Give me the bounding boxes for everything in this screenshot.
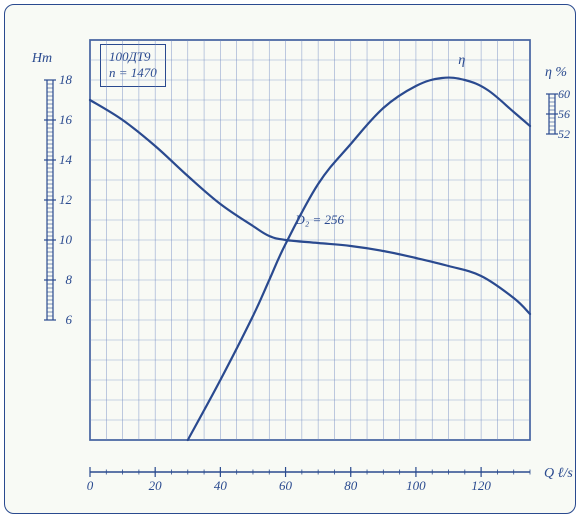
svg-text:14: 14 [59, 152, 73, 167]
svg-text:60: 60 [558, 87, 570, 101]
svg-text:Hm: Hm [31, 51, 52, 66]
svg-text:0: 0 [87, 478, 94, 493]
svg-text:8: 8 [66, 272, 73, 287]
svg-text:60: 60 [279, 478, 293, 493]
svg-text:η: η [458, 53, 465, 68]
svg-text:20: 20 [149, 478, 163, 493]
svg-text:40: 40 [214, 478, 228, 493]
chart-svg: 0 20 40 60 80 100 120 Q ℓ/s 6 8 10 12 14 16 18 Hm 52 56 60… [0, 0, 580, 518]
svg-text:120: 120 [471, 478, 491, 493]
svg-text:100: 100 [406, 478, 426, 493]
svg-text:η %: η % [545, 65, 567, 80]
svg-text:6: 6 [66, 312, 73, 327]
svg-text:10: 10 [59, 232, 73, 247]
svg-text:18: 18 [59, 72, 73, 87]
svg-text:Q ℓ/s: Q ℓ/s [544, 466, 573, 481]
svg-text:56: 56 [558, 107, 570, 121]
svg-text:12: 12 [59, 192, 73, 207]
svg-text:52: 52 [558, 127, 570, 141]
svg-text:80: 80 [344, 478, 358, 493]
svg-text:16: 16 [59, 112, 73, 127]
